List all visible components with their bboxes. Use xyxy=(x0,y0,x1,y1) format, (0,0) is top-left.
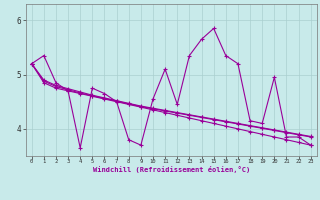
X-axis label: Windchill (Refroidissement éolien,°C): Windchill (Refroidissement éolien,°C) xyxy=(92,166,250,173)
